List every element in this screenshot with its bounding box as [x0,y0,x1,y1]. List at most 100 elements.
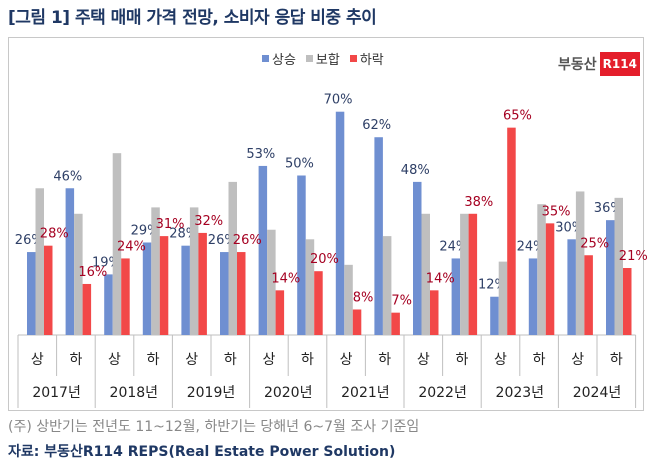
data-label: 25% [580,236,609,251]
bar-flat [460,213,469,335]
legend-swatch [305,55,313,62]
legend-swatch [349,55,357,62]
bar-down [314,271,323,335]
bar-up [374,137,383,335]
tick-label-year: 2023년 [496,385,545,401]
bar-up [490,296,499,335]
data-label: 46% [53,169,82,184]
tick-label-year: 2019년 [187,385,236,401]
data-label: 48% [401,163,430,178]
tick-label-year: 2017년 [32,385,81,401]
bar-flat [421,213,430,335]
bar-down [198,232,207,335]
data-label: 20% [310,252,339,267]
tick-label-half: 상 [417,352,430,368]
bar-up [528,258,538,335]
data-label: 32% [194,214,223,229]
bar-up [142,242,152,335]
bar-down [391,312,400,335]
tick-label-half: 하 [533,352,546,368]
data-label: 7% [391,294,412,309]
data-label: 8% [353,290,374,305]
data-label: 21% [619,249,648,264]
bar-up [181,245,190,335]
bar-down [584,255,593,335]
legend-swatch [262,55,269,62]
bar-up [258,165,268,335]
bar-flat [189,207,199,335]
legend-label: 보합 [315,53,340,68]
bar-up [65,188,75,335]
bar-up [335,111,345,335]
bar-flat [267,229,276,335]
chart-frame [8,37,644,411]
bar-down [468,213,478,335]
source-line: 자료: 부동산R114 REPS(Real Estate Power Solut… [8,444,396,460]
tick-label-half: 상 [494,352,507,368]
tick-label-year: 2020년 [264,385,313,401]
bar-flat [344,264,353,335]
tick-label-half: 하 [610,352,623,368]
legend-item-flat: 보합 [305,49,340,68]
bar-flat [74,213,83,335]
data-label: 16% [78,265,107,280]
bar-flat [35,188,44,335]
data-label: 14% [271,271,300,286]
data-label: 26% [233,233,262,248]
tick-label-half: 상 [185,352,198,368]
legend: 상승 보합 하락 [262,49,384,68]
legend-label: 하락 [359,53,384,68]
tick-label-half: 하 [69,352,82,368]
bar-up [104,274,113,335]
bar-flat [575,191,585,335]
tick-label-half: 상 [571,352,584,368]
bar-flat [614,197,623,335]
data-label: 62% [362,118,391,133]
tick-label-half: 하 [455,352,468,368]
bar-down [82,283,92,335]
data-label: 28% [40,227,69,242]
bar-up [413,181,422,335]
bar-flat [228,181,237,335]
bar-down [121,258,130,335]
bar-down [623,268,632,335]
bar-up [567,239,576,335]
tick-label-half: 하 [147,352,160,368]
bar-up [220,252,229,335]
tick-label-year: 2022년 [418,385,467,401]
tick-label-year: 2024년 [573,385,622,401]
bar-flat [151,207,160,335]
data-label: 65% [503,109,532,124]
bar-up [451,258,461,335]
r114-logo: 부동산 R114 [558,52,640,76]
tick-label-half: 상 [31,352,44,368]
figure-title: [그림 1] 주택 매매 가격 전망, 소비자 응답 비중 추이 [8,8,377,28]
tick-label-half: 상 [262,352,275,368]
tick-label-half: 하 [378,352,391,368]
data-label: 31% [156,217,185,232]
bar-flat [112,153,122,335]
bar-flat [305,239,315,335]
legend-item-up: 상승 [262,49,296,68]
bar-flat [537,204,546,335]
logo-badge: R114 [599,52,640,76]
bar-down [545,223,555,335]
bar-down [352,309,362,335]
data-label: 24% [117,239,146,254]
bar-up [606,220,615,335]
data-label: 50% [285,157,314,172]
footnote: (주) 상반기는 전년도 11~12월, 하반기는 당해년 6~7월 조사 기준… [8,419,420,435]
bar-flat [382,236,392,335]
data-label: 70% [324,93,353,108]
bar-down [430,290,439,335]
bar-down [44,245,53,335]
tick-label-year: 2021년 [341,385,390,401]
legend-label: 상승 [272,53,296,68]
tick-label-half: 하 [224,352,237,368]
data-label: 35% [542,204,571,219]
logo-text: 부동산 [558,57,597,73]
bar-down [507,127,516,336]
bar-down [237,252,246,335]
data-label: 53% [246,147,275,162]
